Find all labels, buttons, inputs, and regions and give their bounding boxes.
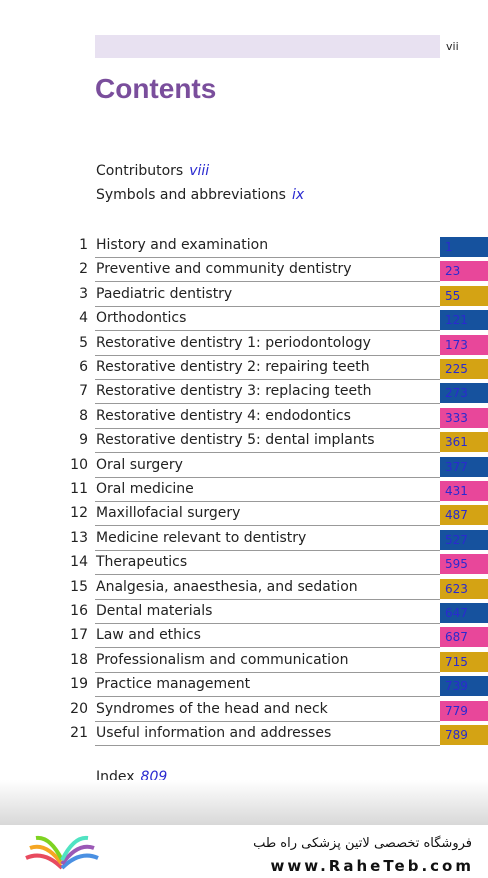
chapter-rule [95,427,440,429]
chapter-rule [95,549,440,551]
chapter-number: 15 [70,578,88,595]
chapter-number: 1 [79,237,88,253]
chapter-title: Law and ethics [96,627,201,644]
chapter-title: Therapeutics [96,554,188,571]
chapter-page: 623 [440,578,488,599]
chapter-number: 6 [79,359,88,375]
chapter-rule [95,647,440,649]
chapter-page: 779 [440,700,488,721]
chapter-page: 225 [440,359,488,379]
chapter-rule [95,574,440,576]
header-bar [95,35,440,58]
shop-name: فروشگاه تخصصی لاتین پزشکی راه طب [253,836,472,851]
chapter-rule [95,501,440,502]
chapter-title: Restorative dentistry 1: periodontology [96,334,371,351]
chapter-title: Restorative dentistry 4: endodontics [96,407,351,424]
chapter-rule [95,305,440,307]
chapter-rule [95,696,440,698]
chapter-page: 431 [440,481,488,501]
page-title: Contents [95,73,217,104]
chapter-page: 1 [440,237,488,257]
front-matter-label: Symbols and abbreviations [96,187,286,203]
chapter-rule [95,720,440,722]
chapter-page: 789 [440,725,488,745]
chapter-title: Practice management [96,676,251,693]
chapter-title: Restorative dentistry 3: replacing teeth [96,383,372,400]
chapter-rule [95,476,440,478]
chapter-number: 8 [79,407,88,424]
chapter-page: 55 [440,285,488,306]
front-matter-item: Symbols and abbreviations ix [96,187,304,203]
chapter-page: 273 [440,383,488,404]
chapter-rule [95,745,440,746]
chapter-rule [95,281,440,283]
chapter-page: 23 [440,261,488,282]
front-matter-label: Contributors [96,163,184,179]
chapter-page: 487 [440,505,488,526]
chapter-title: Dental materials [96,603,213,619]
chapter-page: 333 [440,407,488,428]
chapter-title: History and examination [96,237,269,253]
chapter-page: 687 [440,627,488,648]
chapter-number: 11 [70,481,88,497]
chapter-title: Preventive and community dentistry [96,261,352,278]
chapter-page: 595 [440,554,488,575]
chapter-number: 4 [79,310,88,327]
chapter-page: 527 [440,529,488,550]
chapter-title: Analgesia, anaesthesia, and sedation [96,578,358,595]
chapter-rule [95,623,440,624]
chapter-rule [95,403,440,405]
chapter-number: 9 [79,432,88,449]
chapter-number: 2 [79,261,88,278]
chapter-rule [95,525,440,527]
chapter-page: 361 [440,432,488,453]
chapter-number: 14 [70,554,88,571]
chapter-number: 5 [79,334,88,351]
chapter-title: Restorative dentistry 5: dental implants [96,432,375,449]
chapter-number: 13 [70,529,88,546]
front-matter-page: viii [189,163,210,179]
chapter-number: 16 [70,603,88,619]
chapter-number: 10 [70,456,88,473]
front-matter-item: Contributors viii [96,163,209,179]
chapter-title: Orthodontics [96,310,187,327]
chapter-title: Paediatric dentistry [96,285,233,302]
chapter-rule [95,354,440,356]
chapter-page: 739 [440,676,488,697]
chapter-page: 715 [440,651,488,672]
chapter-title: Oral medicine [96,481,194,497]
chapter-page: 173 [440,334,488,355]
chapter-title: Useful information and addresses [96,725,332,741]
chapter-title: Syndromes of the head and neck [96,700,328,717]
shop-url: www.RaheTeb.com [270,857,474,875]
chapter-number: 3 [79,285,88,302]
chapter-number: 19 [70,676,88,693]
chapter-title: Oral surgery [96,456,183,473]
chapter-number: 12 [70,505,88,522]
chapter-title: Professionalism and communication [96,651,349,668]
chapter-title: Restorative dentistry 2: repairing teeth [96,359,370,375]
chapter-number: 7 [79,383,88,400]
chapter-rule [95,257,440,258]
chapter-number: 17 [70,627,88,644]
chapter-page: 377 [440,456,488,477]
logo [25,835,99,870]
page-number: vii [446,40,459,53]
chapter-rule [95,671,440,673]
chapter-rule [95,452,440,454]
chapter-page: 121 [440,310,488,331]
chapter-number: 21 [70,725,88,741]
chapter-rule [95,379,440,380]
chapter-title: Medicine relevant to dentistry [96,529,307,546]
chapter-rule [95,330,440,332]
chapter-number: 20 [70,700,88,717]
chapter-title: Maxillofacial surgery [96,505,241,522]
footer-shade [0,780,488,825]
chapter-page: 647 [440,603,488,623]
front-matter-page: ix [291,187,305,203]
chapter-number: 18 [70,651,88,668]
chapter-rule [95,598,440,600]
